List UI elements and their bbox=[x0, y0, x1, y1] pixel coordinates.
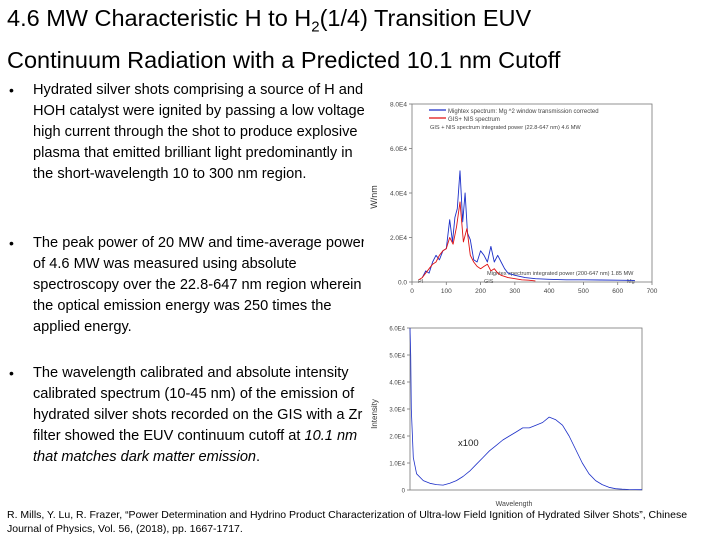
y-tick-label: 6.0E4 bbox=[390, 146, 407, 153]
power-spectrum-chart: 0.0 2.0E4 4.0E4 6.0E4 8.0E4 0 100 200 300 400 500 6… bbox=[364, 94, 664, 306]
y-axis-label: Intensity bbox=[370, 399, 379, 429]
bullet-text-3-italic: 10.1 nm that matches dark matter emissio… bbox=[33, 428, 358, 465]
x-tick-label: 200 bbox=[475, 288, 486, 295]
title-line-2: Continuum Radiation with a Predicted 10.… bbox=[7, 46, 561, 73]
x-tick-label: 100 bbox=[441, 288, 452, 295]
y-tick-label: 5.0E4 bbox=[389, 354, 405, 360]
title-subscript: 2 bbox=[311, 18, 320, 36]
title-line-1-rest: (1/4) Transition EUV bbox=[319, 5, 532, 31]
y-axis-label: W/nm bbox=[369, 185, 379, 209]
slide-title: 4.6 MW Characteristic H to H2(1/4) Trans… bbox=[7, 2, 713, 76]
x-tick-label: 0 bbox=[410, 288, 414, 295]
legend-entry-2: GIS+ NIS spectrum bbox=[448, 117, 500, 123]
corner-label-mg: Mg bbox=[627, 279, 635, 285]
y-tick-label: 2.0E4 bbox=[389, 435, 405, 441]
chart-series bbox=[418, 170, 635, 282]
chart-axes: 0 1.0E4 2.0E4 3.0E4 4.0E4 5.0E4 6.0E4 bbox=[389, 327, 643, 495]
title-line-1-main: 4.6 MW Characteristic H to H bbox=[7, 5, 312, 31]
scale-annotation: x100 bbox=[458, 438, 479, 449]
chart-background bbox=[366, 322, 650, 508]
legend-entry-3: GIS + NIS spectrum integrated power (22.… bbox=[430, 125, 581, 131]
citation: R. Mills, Y. Lu, R. Frazer, “Power Deter… bbox=[7, 509, 688, 535]
y-tick-label: 3.0E4 bbox=[389, 408, 405, 414]
corner-label-gis: GIS bbox=[484, 279, 494, 285]
bullet-marker: • bbox=[9, 82, 14, 98]
chart-series bbox=[409, 327, 643, 491]
y-tick-label: 6.0E4 bbox=[389, 327, 405, 333]
euv-spectrum-chart: 0 1.0E4 2.0E4 3.0E4 4.0E4 5.0E4 6.0E4 Intensit… bbox=[366, 322, 650, 508]
chart-background bbox=[364, 94, 664, 306]
legend-entry-1: Mightex spectrum: Mg ^2 window transmiss… bbox=[448, 109, 599, 115]
y-tick-label: 1.0E4 bbox=[389, 462, 405, 468]
bullet-text-3-plain: The wavelength calibrated and absolute i… bbox=[33, 365, 363, 444]
bullet-marker: • bbox=[9, 235, 14, 251]
y-tick-label: 8.0E4 bbox=[390, 102, 407, 109]
chart-legend: Mightex spectrum: Mg ^2 window transmiss… bbox=[429, 109, 599, 131]
bullet-marker: • bbox=[9, 365, 14, 381]
y-tick-label: 4.0E4 bbox=[390, 191, 407, 198]
bullet-text-3-end: . bbox=[256, 449, 261, 465]
x-tick-label: 500 bbox=[578, 288, 589, 295]
y-tick-label: 0.0 bbox=[398, 280, 407, 287]
x-tick-label: 400 bbox=[544, 288, 555, 295]
title-line-1: 4.6 MW Characteristic H to H2(1/4) Trans… bbox=[7, 2, 713, 44]
y-tick-label: 0 bbox=[402, 489, 406, 495]
integrated-power-annotation: Mightex spectrum integrated power (200-6… bbox=[487, 271, 634, 277]
corner-label-pi: PI bbox=[418, 279, 424, 285]
series-line-1 bbox=[409, 327, 643, 491]
bullet-text-1: Hydrated silver shots comprising a sourc… bbox=[33, 82, 369, 182]
x-axis-label: Wavelength bbox=[496, 501, 533, 508]
chart-axes: 0.0 2.0E4 4.0E4 6.0E4 8.0E4 0 100 200 300 400 500 6… bbox=[390, 102, 658, 296]
bullet-text-3: The wavelength calibrated and absolute i… bbox=[33, 363, 369, 468]
y-tick-label: 4.0E4 bbox=[389, 381, 405, 387]
bullet-text-2: The peak power of 20 MW and time-average… bbox=[33, 235, 366, 335]
x-tick-label: 300 bbox=[509, 288, 520, 295]
series-line-2 bbox=[418, 201, 536, 282]
x-tick-label: 700 bbox=[647, 288, 658, 295]
x-tick-label: 600 bbox=[612, 288, 623, 295]
y-tick-label: 2.0E4 bbox=[390, 235, 407, 242]
